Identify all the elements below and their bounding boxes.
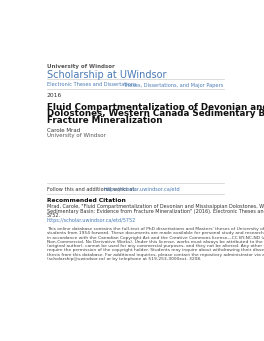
Text: This online database contains the full-text of PhD dissertations and Masters' th: This online database contains the full-t… <box>47 227 264 231</box>
Text: Mrad, Carole, "Fluid Compartmentalization of Devonian and Mississippian Doloston: Mrad, Carole, "Fluid Compartmentalizatio… <box>47 204 264 209</box>
Text: Non-Commercial, No Derivative Works). Under this license, works must always be a: Non-Commercial, No Derivative Works). Un… <box>47 240 264 244</box>
Text: 5752.: 5752. <box>47 213 61 218</box>
Text: Follow this and additional works at:: Follow this and additional works at: <box>47 187 138 192</box>
Text: (scholarship@uwindsor.ca) or by telephone at 519-253-3000ext. 3208.: (scholarship@uwindsor.ca) or by telephon… <box>47 257 201 261</box>
Text: Dolostones, Western Canada Sedimentary Basin: Evidence from: Dolostones, Western Canada Sedimentary B… <box>47 109 264 118</box>
Text: University of Windsor: University of Windsor <box>47 64 115 69</box>
Text: require the permission of the copyright holder. Students may inquire about withd: require the permission of the copyright … <box>47 249 264 252</box>
Text: in accordance with the Canadian Copyright Act and the Creative Commons license—C: in accordance with the Canadian Copyrigh… <box>47 236 264 240</box>
Text: Theses, Dissertations, and Major Papers: Theses, Dissertations, and Major Papers <box>124 83 224 88</box>
Text: Scholarship at UWindsor: Scholarship at UWindsor <box>47 70 166 80</box>
Text: Sedimentary Basin: Evidence from Fracture Mineralization" (2016). Electronic The: Sedimentary Basin: Evidence from Fractur… <box>47 209 264 213</box>
Text: Fracture Mineralization: Fracture Mineralization <box>47 116 162 125</box>
Text: 2016: 2016 <box>47 93 62 98</box>
Text: Fluid Compartmentalization of Devonian and Mississippian: Fluid Compartmentalization of Devonian a… <box>47 103 264 112</box>
Text: thesis from this database. For additional inquiries, please contact the reposito: thesis from this database. For additiona… <box>47 253 264 257</box>
Text: Electronic Theses and Dissertations: Electronic Theses and Dissertations <box>47 83 136 88</box>
Text: Carole Mrad: Carole Mrad <box>47 128 80 133</box>
Text: (original author), cannot be used for any commercial purposes, and they not be a: (original author), cannot be used for an… <box>47 244 264 248</box>
Text: https://scholar.uwindsor.ca/etd: https://scholar.uwindsor.ca/etd <box>104 187 180 192</box>
Text: University of Windsor: University of Windsor <box>47 133 106 138</box>
Text: students from 1954 forward. These documents are made available for personal stud: students from 1954 forward. These docume… <box>47 232 264 236</box>
Text: https://scholar.uwindsor.ca/etd/5752: https://scholar.uwindsor.ca/etd/5752 <box>47 218 136 223</box>
Text: Recommended Citation: Recommended Citation <box>47 198 126 203</box>
